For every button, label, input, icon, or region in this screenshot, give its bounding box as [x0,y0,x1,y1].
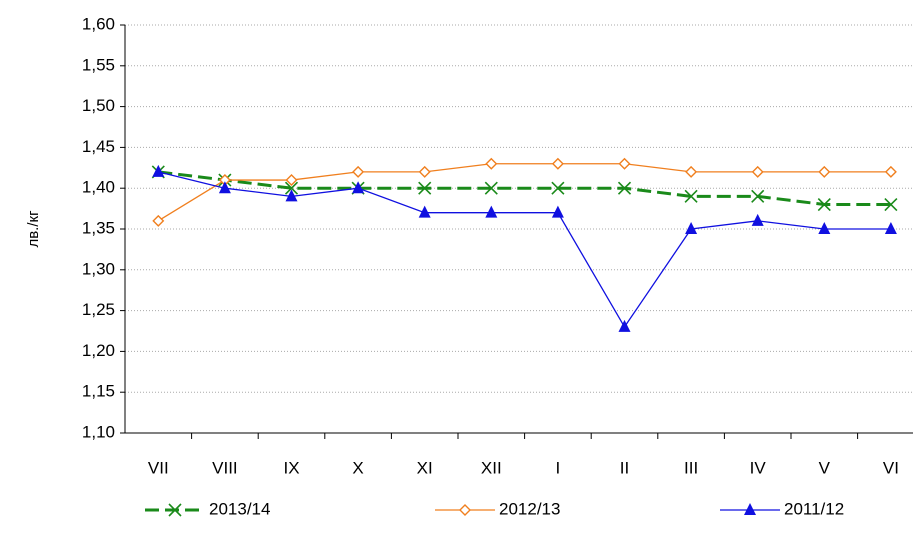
data-point [751,213,764,226]
x-tick-label: VIII [212,458,238,477]
legend-label: 2013/14 [209,499,270,518]
legend-label: 2011/12 [784,499,844,518]
legend-marker [744,503,756,515]
x-tick-label: VI [883,458,899,477]
y-tick-label: 1,10 [82,422,115,441]
series-line [158,171,891,329]
y-tick-label: 1,25 [82,300,115,319]
data-point [418,165,431,178]
data-point [751,165,764,178]
y-axis-label: лв./кг [25,210,42,248]
data-point [884,165,897,178]
data-point [617,181,632,195]
y-tick-label: 1,30 [82,259,115,278]
x-tick-label: IX [283,458,299,477]
x-tick-label: XII [481,458,502,477]
x-tick-label: XI [417,458,433,477]
x-tick-label: II [620,458,629,477]
legend-label: 2012/13 [499,499,560,518]
data-point [285,189,298,202]
data-point [484,181,498,195]
data-point [418,205,431,218]
legend-marker [459,504,471,516]
series-line [157,163,891,222]
data-point [685,222,698,234]
x-tick-label: X [352,458,363,477]
data-point [285,174,298,187]
data-point [551,157,564,170]
data-point [618,157,631,170]
x-tick-label: IV [750,458,767,477]
y-tick-label: 1,50 [82,96,115,115]
y-tick-label: 1,15 [82,382,115,401]
data-point [152,164,165,177]
series-line [158,170,891,207]
data-point [684,189,698,203]
data-point [884,222,897,234]
y-tick-label: 1,40 [82,178,115,197]
y-tick-label: 1,20 [82,341,115,360]
data-point [485,205,498,218]
y-tick-label: 1,55 [82,55,115,74]
data-point [551,181,565,195]
data-point [884,197,898,212]
data-point [818,165,831,178]
y-tick-label: 1,45 [82,137,115,156]
x-tick-label: V [819,458,831,477]
data-point [685,165,698,178]
data-point [418,181,432,195]
data-point [284,181,299,195]
data-point [352,181,365,194]
data-point [218,181,231,194]
data-point [485,157,498,170]
legend-marker [168,503,182,517]
data-point [551,205,564,218]
y-tick-label: 1,35 [82,218,115,237]
x-tick-label: VII [148,458,169,477]
data-point [751,189,765,203]
y-tick-label: 1,60 [82,14,115,33]
x-tick-label: I [556,458,561,477]
data-point [817,197,831,212]
x-tick-label: III [684,458,698,477]
data-point [618,319,631,332]
data-point [818,222,831,234]
data-point [352,165,365,178]
data-point [152,214,165,227]
